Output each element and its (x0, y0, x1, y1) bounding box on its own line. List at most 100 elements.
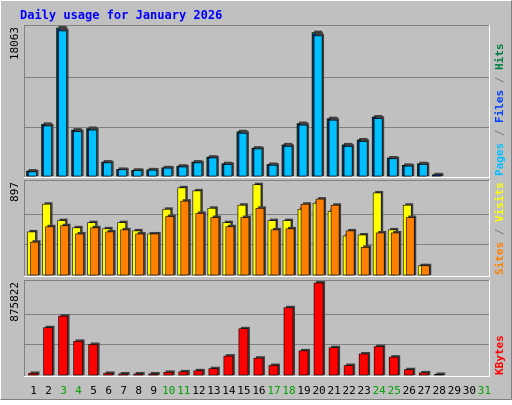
bar-sites-day-14 (225, 226, 235, 276)
bar-pages-day-12 (193, 162, 203, 177)
legend-entry: Visits (493, 182, 506, 222)
bar-sites-day-16 (255, 208, 265, 276)
bar-pages-day-8 (133, 170, 143, 177)
bar-sites-day-19 (300, 203, 310, 276)
y-max-label: 18063 (8, 27, 21, 60)
bar-pages-day-4 (73, 131, 82, 177)
bar-pages-day-21 (328, 119, 338, 177)
bar-kbytes-day-21 (328, 347, 339, 376)
bar-pages-day-10 (163, 167, 173, 177)
x-tick-label-day-19: 19 (297, 384, 310, 397)
bar-sites-day-21 (330, 204, 340, 276)
x-tick-label-day-2: 2 (45, 384, 52, 397)
x-tick-label-day-13: 13 (207, 384, 220, 397)
x-tick-label-day-21: 21 (327, 384, 340, 397)
x-tick-label-day-25: 25 (388, 384, 401, 397)
bar-pages-day-2 (43, 125, 52, 177)
bar-sites-day-24 (375, 232, 385, 276)
legend-entry: Pages (493, 143, 506, 176)
bar-sites-day-4 (75, 233, 84, 276)
bar-kbytes-day-18 (283, 307, 294, 376)
x-tick-label-day-5: 5 (90, 384, 97, 397)
bar-kbytes-day-17 (268, 365, 279, 376)
bar-kbytes-day-3 (58, 315, 68, 376)
bar-kbytes-day-7 (118, 373, 128, 376)
legend-entry: / (493, 222, 506, 242)
x-tick-label-day-10: 10 (162, 384, 175, 397)
side-legend: KBytes (493, 335, 506, 375)
bar-pages-day-26 (403, 165, 413, 177)
legend-entry: / (493, 70, 506, 90)
bar-pages-day-25 (388, 158, 398, 177)
bar-pages-day-5 (88, 129, 97, 177)
x-tick-label-day-14: 14 (222, 384, 236, 397)
x-tick-label-day-26: 26 (403, 384, 416, 397)
bar-pages-day-9 (148, 169, 158, 177)
bar-kbytes-day-4 (73, 341, 83, 376)
bar-pages-day-1 (28, 171, 37, 177)
legend-entry: Sites (493, 242, 506, 275)
bar-sites-day-18 (285, 228, 295, 276)
bar-kbytes-day-14 (223, 355, 234, 376)
x-tick-label-day-27: 27 (418, 384, 431, 397)
x-tick-label-day-17: 17 (267, 384, 280, 397)
bar-kbytes-day-22 (343, 365, 354, 376)
bar-pages-day-11 (178, 166, 188, 177)
bar-kbytes-day-2 (43, 327, 53, 376)
x-tick-label-day-23: 23 (358, 384, 371, 397)
legend-entry: Files (493, 90, 506, 123)
x-tick-label-day-6: 6 (105, 384, 112, 397)
bar-kbytes-day-6 (103, 373, 113, 376)
bar-sites-day-17 (270, 229, 280, 276)
bar-pages-day-6 (103, 162, 112, 177)
bar-kbytes-day-8 (133, 373, 144, 376)
bar-sites-day-8 (135, 233, 145, 276)
bar-kbytes-day-28 (434, 374, 444, 376)
x-tick-label-day-3: 3 (60, 384, 67, 397)
bar-kbytes-day-15 (238, 328, 249, 376)
x-tick-label-day-30: 30 (463, 384, 476, 397)
bar-sites-day-5 (90, 227, 99, 276)
bar-kbytes-day-20 (313, 282, 324, 376)
x-tick-label-day-12: 12 (192, 384, 205, 397)
x-tick-label-day-22: 22 (343, 384, 356, 397)
bar-kbytes-day-10 (163, 372, 174, 376)
x-tick-label-day-8: 8 (135, 384, 142, 397)
x-tick-label-day-4: 4 (75, 384, 82, 397)
bar-files-day-28-shadow (435, 173, 444, 176)
chart-panels: 18063 Pages / Files / Hits 897 Sites / Visi… (8, 25, 506, 377)
bar-kbytes-day-25 (388, 356, 399, 376)
bar-sites-day-23 (360, 247, 370, 276)
panel-1: 18063 Pages / Files / Hits (8, 25, 506, 178)
bar-kbytes-day-7-shadow (120, 371, 130, 375)
bar-pages-day-20 (313, 35, 323, 177)
bar-pages-day-16 (253, 148, 263, 177)
bar-pages-day-13 (208, 157, 218, 177)
bar-sites-day-13 (210, 217, 220, 276)
bar-pages-day-23 (358, 141, 368, 177)
bar-kbytes-day-19 (298, 350, 309, 376)
bar-pages-day-22 (343, 146, 353, 177)
x-tick-label-day-9: 9 (150, 384, 157, 397)
x-tick-label-day-24: 24 (373, 384, 387, 397)
bar-pages-day-3 (58, 30, 67, 177)
bar-pages-day-19 (298, 124, 308, 177)
bar-sites-day-20 (315, 198, 325, 276)
bar-pages-day-24 (373, 118, 383, 177)
x-axis-day-labels: 1 2 3 4 5 6 7 8 9 10 11 12 13 14 15 16 17 18 19 20 21 22 23 24 2… (30, 384, 491, 397)
panel-3: 875822 KBytes (8, 280, 506, 377)
bar-sites-day-27 (420, 265, 430, 276)
bar-kbytes-day-24 (373, 346, 384, 376)
legend-entry: / (493, 123, 506, 143)
bar-sites-day-10 (165, 216, 175, 276)
bar-sites-day-26 (405, 217, 415, 276)
bar-pages-day-18 (283, 146, 293, 177)
x-tick-label-day-11: 11 (177, 384, 190, 397)
bar-pages-day-7 (118, 169, 127, 177)
bar-pages-day-15 (238, 133, 248, 177)
bar-sites-day-3 (60, 225, 69, 276)
y-max-label: 875822 (8, 282, 21, 322)
x-tick-label-day-28: 28 (433, 384, 446, 397)
x-tick-label-day-29: 29 (448, 384, 461, 397)
